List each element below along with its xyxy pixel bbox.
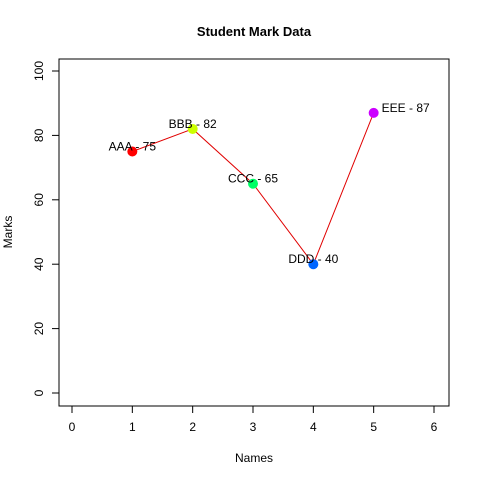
y-tick-label: 20 xyxy=(32,322,46,336)
x-tick-label: 0 xyxy=(69,420,76,434)
x-tick-label: 4 xyxy=(310,420,317,434)
x-tick-label: 3 xyxy=(250,420,257,434)
y-tick-label: 0 xyxy=(32,389,46,396)
data-label: DDD - 40 xyxy=(288,252,338,266)
y-axis: 0 20 40 60 80 100 xyxy=(32,61,60,396)
data-label: EEE - 87 xyxy=(382,101,430,115)
series-marks: AAA - 75 BBB - 82 CCC - 65 DDD - 40 EEE - 87 xyxy=(109,101,430,270)
x-axis: 0 1 2 3 4 5 6 xyxy=(69,405,438,434)
x-tick-label: 6 xyxy=(431,420,438,434)
y-tick-label: 100 xyxy=(32,61,46,81)
data-point xyxy=(187,123,198,134)
x-axis-title: Names xyxy=(235,451,273,465)
x-tick-label: 5 xyxy=(370,420,377,434)
y-tick-label: 80 xyxy=(32,128,46,142)
data-point xyxy=(308,259,319,270)
y-tick-label: 60 xyxy=(32,193,46,207)
x-tick-label: 1 xyxy=(129,420,136,434)
x-tick-label: 2 xyxy=(189,420,196,434)
data-label: BBB - 82 xyxy=(169,117,217,131)
y-tick-label: 40 xyxy=(32,257,46,271)
data-point xyxy=(248,178,258,189)
chart-title: Student Mark Data xyxy=(197,24,312,39)
data-label: CCC - 65 xyxy=(228,172,278,186)
y-axis-title: Marks xyxy=(1,216,15,249)
data-point xyxy=(127,146,138,157)
data-label: AAA - 75 xyxy=(109,140,157,154)
data-point xyxy=(368,107,379,118)
